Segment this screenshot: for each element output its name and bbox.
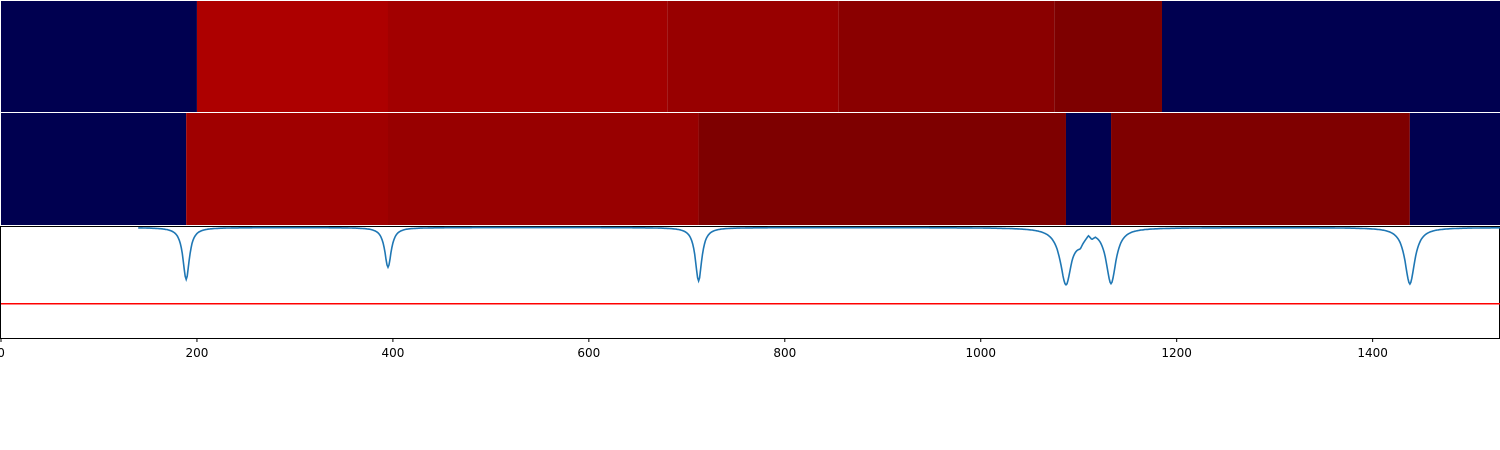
heatmap-cell xyxy=(698,113,1066,225)
heatmap-band-top xyxy=(1,1,1500,112)
x-axis: 0 200 400 600 800 1000 1200 1400 xyxy=(0,338,1388,360)
heatmap-cell xyxy=(1,1,197,112)
plot-frame xyxy=(0,226,1500,339)
heatmap-band-bottom xyxy=(1,113,1500,225)
x-tick-label: 0 xyxy=(0,346,5,360)
heatmap-cell xyxy=(838,1,1055,112)
heatmap-cell xyxy=(387,1,668,112)
x-tick-label: 1400 xyxy=(1357,346,1388,360)
heatmap-cell xyxy=(1161,1,1500,112)
heatmap-cell xyxy=(1,113,187,225)
x-tick-label: 1000 xyxy=(965,346,996,360)
heatmap-cell xyxy=(1054,1,1162,112)
x-tick-label: 200 xyxy=(185,346,208,360)
heatmap-cell xyxy=(1409,113,1500,225)
x-tick-label: 1200 xyxy=(1161,346,1192,360)
line-plot-panel xyxy=(0,226,1500,339)
heatmap-cell xyxy=(387,113,699,225)
heatmap-cell xyxy=(1111,113,1410,225)
signal-line xyxy=(138,226,1500,286)
x-tick-label: 600 xyxy=(577,346,600,360)
heatmap-cell xyxy=(1065,113,1112,225)
x-tick-label: 400 xyxy=(381,346,404,360)
x-tick-label: 800 xyxy=(773,346,796,360)
heatmap-cell xyxy=(667,1,839,112)
heatmap-cell xyxy=(196,1,388,112)
heatmap-cell xyxy=(186,113,388,225)
